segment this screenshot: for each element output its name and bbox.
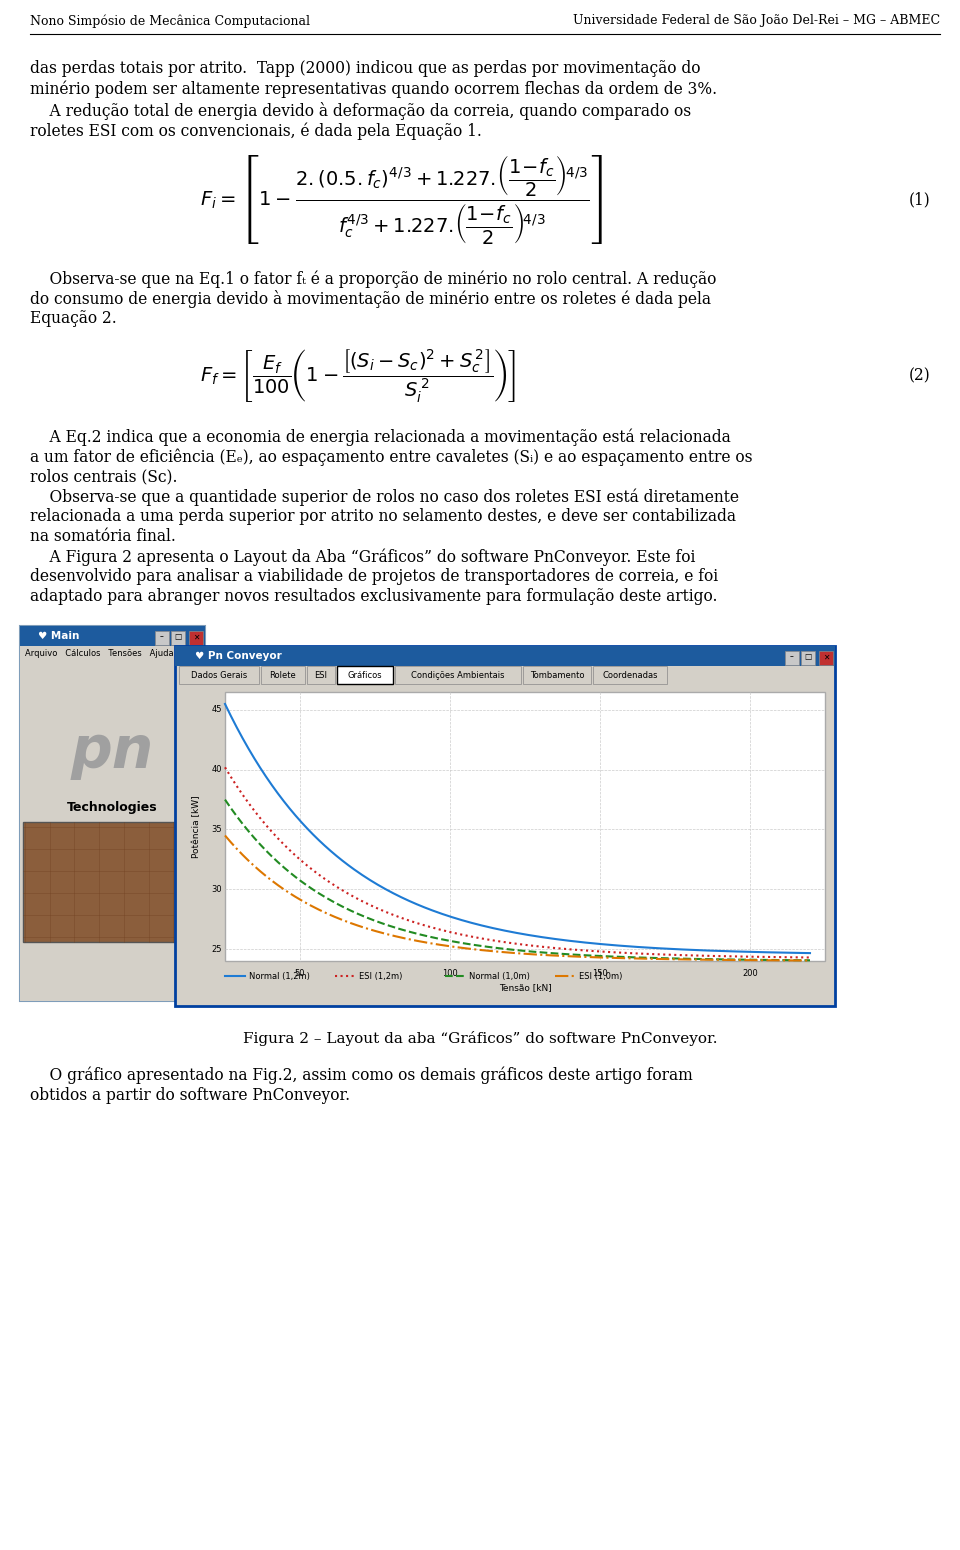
Text: Dados Gerais: Dados Gerais bbox=[191, 671, 247, 679]
Text: 30: 30 bbox=[211, 885, 222, 894]
Bar bbox=[175, 646, 835, 666]
Text: Technologies: Technologies bbox=[67, 800, 157, 814]
Text: Observa-se que a quantidade superior de rolos no caso dos roletes ESI está diret: Observa-se que a quantidade superior de … bbox=[30, 488, 739, 505]
Text: Normal (1,0m): Normal (1,0m) bbox=[469, 972, 530, 981]
Text: roletes ESI com os convencionais, é dada pela Equação 1.: roletes ESI com os convencionais, é dada… bbox=[30, 122, 482, 140]
Bar bbox=[171, 631, 185, 645]
Bar bbox=[189, 631, 203, 645]
Text: Universidade Federal de São João Del-Rei – MG – ABMEC: Universidade Federal de São João Del-Rei… bbox=[573, 14, 940, 26]
Text: pn: pn bbox=[71, 724, 155, 781]
Bar bbox=[20, 626, 205, 1001]
Bar bbox=[225, 691, 825, 961]
Bar bbox=[307, 666, 335, 684]
Bar bbox=[179, 666, 258, 684]
Text: $F_f = \left[ \dfrac{E_f}{100} \left( 1 - \dfrac{\left[(S_i - S_c)^2 + S_c^{\,2}: $F_f = \left[ \dfrac{E_f}{100} \left( 1 … bbox=[200, 347, 516, 405]
Text: □: □ bbox=[804, 653, 811, 662]
Text: Normal (1,2m): Normal (1,2m) bbox=[249, 972, 310, 981]
Text: Rolete: Rolete bbox=[270, 671, 297, 679]
Text: obtidos a partir do software PnConveyor.: obtidos a partir do software PnConveyor. bbox=[30, 1087, 350, 1104]
Text: –: – bbox=[790, 653, 794, 662]
Text: Tombamento: Tombamento bbox=[530, 671, 585, 679]
Text: (2): (2) bbox=[908, 367, 930, 384]
Bar bbox=[801, 651, 815, 665]
Text: ♥ Pn Conveyor: ♥ Pn Conveyor bbox=[195, 651, 281, 660]
Text: (1): (1) bbox=[908, 192, 930, 209]
Text: 40: 40 bbox=[211, 766, 222, 773]
Bar bbox=[20, 662, 205, 1001]
Text: ESI (1,2m): ESI (1,2m) bbox=[359, 972, 402, 981]
Bar bbox=[23, 822, 202, 942]
Text: –: – bbox=[160, 632, 164, 642]
Text: A redução total de energia devido à deformação da correia, quando comparado os: A redução total de energia devido à defo… bbox=[30, 102, 691, 119]
Bar bbox=[785, 651, 799, 665]
Text: O gráfico apresentado na Fig.2, assim como os demais gráficos deste artigo foram: O gráfico apresentado na Fig.2, assim co… bbox=[30, 1066, 693, 1085]
Text: ♥ Main: ♥ Main bbox=[38, 631, 80, 642]
Text: 25: 25 bbox=[211, 944, 222, 953]
Text: Equação 2.: Equação 2. bbox=[30, 310, 117, 327]
Bar bbox=[819, 651, 833, 665]
Text: Potência [kW]: Potência [kW] bbox=[193, 795, 202, 857]
Text: A Figura 2 apresenta o Layout da Aba “Gráficos” do software PnConveyor. Este foi: A Figura 2 apresenta o Layout da Aba “Gr… bbox=[30, 549, 695, 566]
Text: do consumo de energia devido à movimentação de minério entre os roletes é dada p: do consumo de energia devido à movimenta… bbox=[30, 290, 711, 308]
Text: ✕: ✕ bbox=[193, 632, 199, 642]
Bar bbox=[155, 631, 169, 645]
Text: 100: 100 bbox=[443, 969, 458, 978]
Text: das perdas totais por atrito.  Tapp (2000) indicou que as perdas por movimentaçã: das perdas totais por atrito. Tapp (2000… bbox=[30, 60, 701, 78]
Text: Observa-se que na Eq.1 o fator fₜ é a proporção de minério no rolo central. A re: Observa-se que na Eq.1 o fator fₜ é a pr… bbox=[30, 270, 716, 287]
Text: Nono Simpósio de Mecânica Computacional: Nono Simpósio de Mecânica Computacional bbox=[30, 14, 310, 28]
Bar bbox=[396, 666, 521, 684]
Text: 50: 50 bbox=[295, 969, 305, 978]
Text: Gráficos: Gráficos bbox=[348, 671, 382, 679]
Text: □: □ bbox=[175, 632, 181, 642]
Text: Figura 2 – Layout da aba “Gráficos” do software PnConveyor.: Figura 2 – Layout da aba “Gráficos” do s… bbox=[243, 1031, 717, 1046]
Bar bbox=[175, 646, 835, 1006]
Text: $F_i = \left[ 1 - \dfrac{2.(0.5.f_c)^{4/3} + 1.227.\!\left(\dfrac{1\!-\!f_c}{2}\: $F_i = \left[ 1 - \dfrac{2.(0.5.f_c)^{4/… bbox=[200, 153, 603, 246]
Text: a um fator de eficiência (Eₑ), ao espaçamento entre cavaletes (Sᵢ) e ao espaçame: a um fator de eficiência (Eₑ), ao espaça… bbox=[30, 448, 753, 465]
Text: 150: 150 bbox=[592, 969, 608, 978]
Bar bbox=[523, 666, 591, 684]
Text: relacionada a uma perda superior por atrito no selamento destes, e deve ser cont: relacionada a uma perda superior por atr… bbox=[30, 508, 736, 525]
Text: Tensão [kN]: Tensão [kN] bbox=[498, 983, 551, 992]
Text: Condições Ambientais: Condições Ambientais bbox=[412, 671, 505, 679]
Text: adaptado para abranger novos resultados exclusivamente para formulação deste art: adaptado para abranger novos resultados … bbox=[30, 587, 717, 605]
Text: ✕: ✕ bbox=[823, 653, 829, 662]
Bar bbox=[337, 666, 394, 684]
Text: 200: 200 bbox=[742, 969, 757, 978]
Text: ESI: ESI bbox=[315, 671, 327, 679]
Text: desenvolvido para analisar a viabilidade de projetos de transportadores de corre: desenvolvido para analisar a viabilidade… bbox=[30, 567, 718, 584]
Text: 45: 45 bbox=[211, 705, 222, 715]
Text: ESI (1,0m): ESI (1,0m) bbox=[579, 972, 622, 981]
Text: Coordenadas: Coordenadas bbox=[602, 671, 658, 679]
Text: 35: 35 bbox=[211, 825, 222, 834]
Bar bbox=[20, 626, 205, 646]
Text: A Eq.2 indica que a economia de energia relacionada a movimentação está relacion: A Eq.2 indica que a economia de energia … bbox=[30, 428, 731, 445]
Text: na somatória final.: na somatória final. bbox=[30, 529, 176, 546]
Bar bbox=[20, 646, 205, 662]
Bar bbox=[593, 666, 667, 684]
Bar bbox=[260, 666, 305, 684]
Text: rolos centrais (Sᴄ).: rolos centrais (Sᴄ). bbox=[30, 468, 178, 485]
Text: Arquivo   Cálculos   Tensões   Ajuda: Arquivo Cálculos Tensões Ajuda bbox=[25, 649, 174, 659]
Text: minério podem ser altamente representativas quando ocorrem flechas da ordem de 3: minério podem ser altamente representati… bbox=[30, 81, 717, 98]
